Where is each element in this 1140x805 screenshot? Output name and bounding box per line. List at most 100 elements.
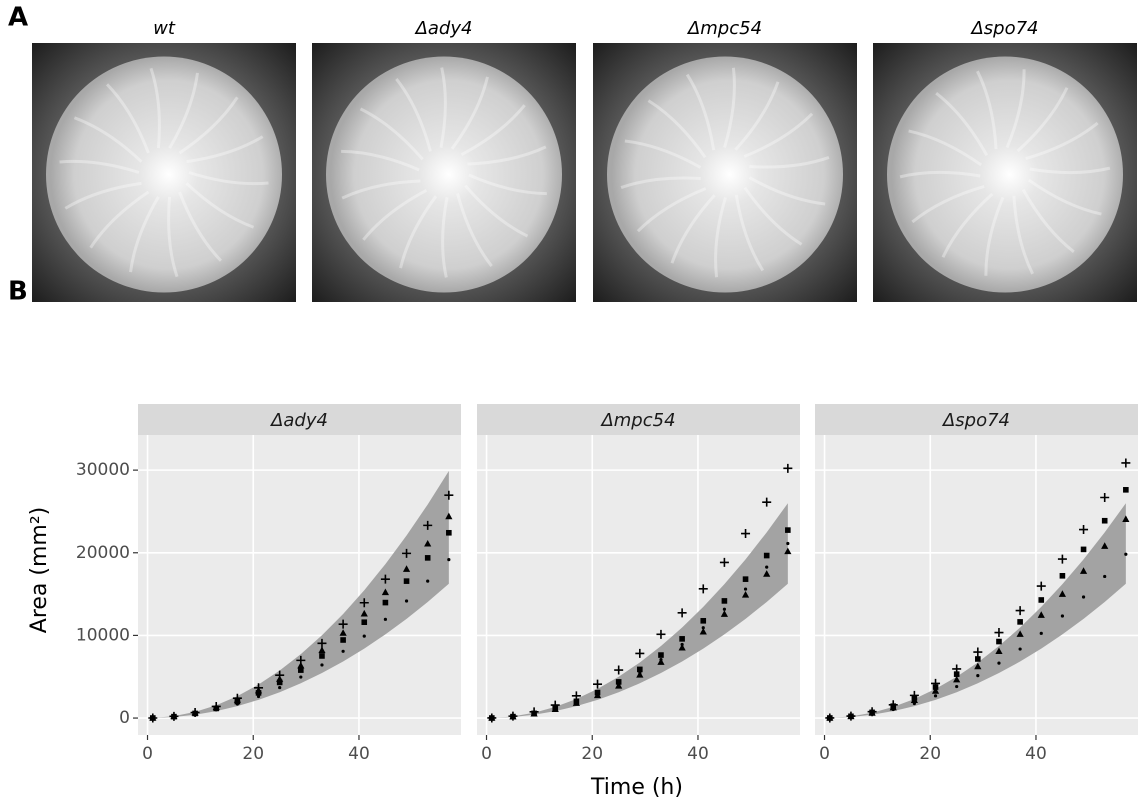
data-point <box>1124 552 1128 556</box>
data-point <box>1100 493 1110 503</box>
data-point <box>233 696 241 703</box>
x-tick-label: 20 <box>581 744 603 764</box>
data-point <box>299 675 303 679</box>
colony-vein <box>911 184 985 224</box>
colony-vein <box>460 104 526 156</box>
data-point <box>741 529 751 539</box>
colony-vein <box>1005 69 1026 149</box>
data-point <box>404 599 409 603</box>
colony-vein <box>467 145 547 166</box>
data-point <box>317 638 327 648</box>
colony-vein <box>185 182 255 229</box>
data-point <box>297 661 305 669</box>
data-point <box>783 463 793 473</box>
data-point <box>212 703 220 711</box>
data-point <box>1037 611 1045 618</box>
data-point <box>278 685 282 690</box>
data-point <box>698 584 708 594</box>
data-point <box>1081 595 1086 599</box>
data-point <box>719 557 729 567</box>
colony-vein <box>647 99 707 159</box>
data-point <box>870 712 874 716</box>
colony-vein <box>723 67 736 148</box>
colony-vein <box>188 171 269 186</box>
data-point <box>380 574 390 584</box>
data-point <box>1080 546 1087 553</box>
colony-vein <box>899 170 981 179</box>
data-point <box>932 684 939 690</box>
colony-vein <box>178 191 223 262</box>
data-point <box>1122 515 1130 522</box>
colony <box>46 56 282 293</box>
data-point <box>318 646 326 654</box>
colony-vein <box>441 197 449 278</box>
colony-vein <box>743 186 803 246</box>
data-point <box>953 671 960 677</box>
data-point <box>276 679 283 686</box>
colony <box>887 56 1123 293</box>
data-point <box>994 628 1004 638</box>
data-point <box>763 570 771 577</box>
data-point <box>423 520 433 530</box>
panel-label: A <box>8 3 28 33</box>
colony <box>607 56 843 293</box>
data-point <box>446 529 452 536</box>
data-point <box>426 579 430 583</box>
data-point <box>445 512 453 520</box>
data-point <box>276 675 284 682</box>
data-point <box>931 687 940 694</box>
data-point <box>722 607 727 611</box>
data-point <box>614 665 624 675</box>
colony-vein <box>464 184 529 238</box>
data-point <box>574 700 578 705</box>
data-point <box>1101 542 1109 549</box>
data-point <box>785 527 791 533</box>
data-point <box>532 712 536 716</box>
colony-vein <box>636 187 707 233</box>
data-point <box>635 648 645 658</box>
data-point <box>678 643 686 651</box>
colony-vein <box>341 149 420 172</box>
facet-title: Δmpc54 <box>599 410 675 431</box>
x-tick-label: 40 <box>348 744 370 764</box>
data-point <box>743 587 748 591</box>
colony-vein <box>976 70 998 150</box>
colony-vein <box>908 129 983 167</box>
data-point <box>1079 567 1088 574</box>
colony-vein <box>395 77 432 152</box>
x-tick-label: 20 <box>919 744 941 764</box>
colony-vein <box>362 189 428 241</box>
data-point <box>974 662 982 670</box>
y-tick-label: 30000 <box>76 460 130 480</box>
colony-vein <box>749 156 830 169</box>
data-point <box>912 701 916 706</box>
data-point <box>975 656 981 662</box>
colony-vein <box>1029 166 1111 175</box>
data-point <box>214 708 218 712</box>
data-point <box>362 634 366 638</box>
strip <box>477 404 800 435</box>
data-point <box>593 679 603 689</box>
data-point <box>721 598 728 604</box>
data-point <box>953 675 961 683</box>
data-point <box>1058 590 1067 597</box>
colony-vein <box>1016 87 1069 153</box>
colony-vein <box>984 196 1005 276</box>
colony-vein <box>468 173 547 196</box>
colony <box>326 56 562 293</box>
colony-vein <box>59 159 140 174</box>
data-point <box>1101 517 1108 524</box>
data-point <box>381 588 390 596</box>
data-point <box>1057 554 1067 564</box>
y-tick-label: 0 <box>119 708 130 728</box>
data-point <box>615 679 622 685</box>
data-point <box>424 555 431 561</box>
data-point <box>658 652 664 658</box>
data-point <box>763 552 770 559</box>
colony-vein <box>64 181 142 210</box>
data-point <box>191 709 199 716</box>
strip <box>138 404 461 435</box>
data-point <box>742 576 749 582</box>
data-point <box>849 715 853 719</box>
x-tick-label: 40 <box>687 744 709 764</box>
